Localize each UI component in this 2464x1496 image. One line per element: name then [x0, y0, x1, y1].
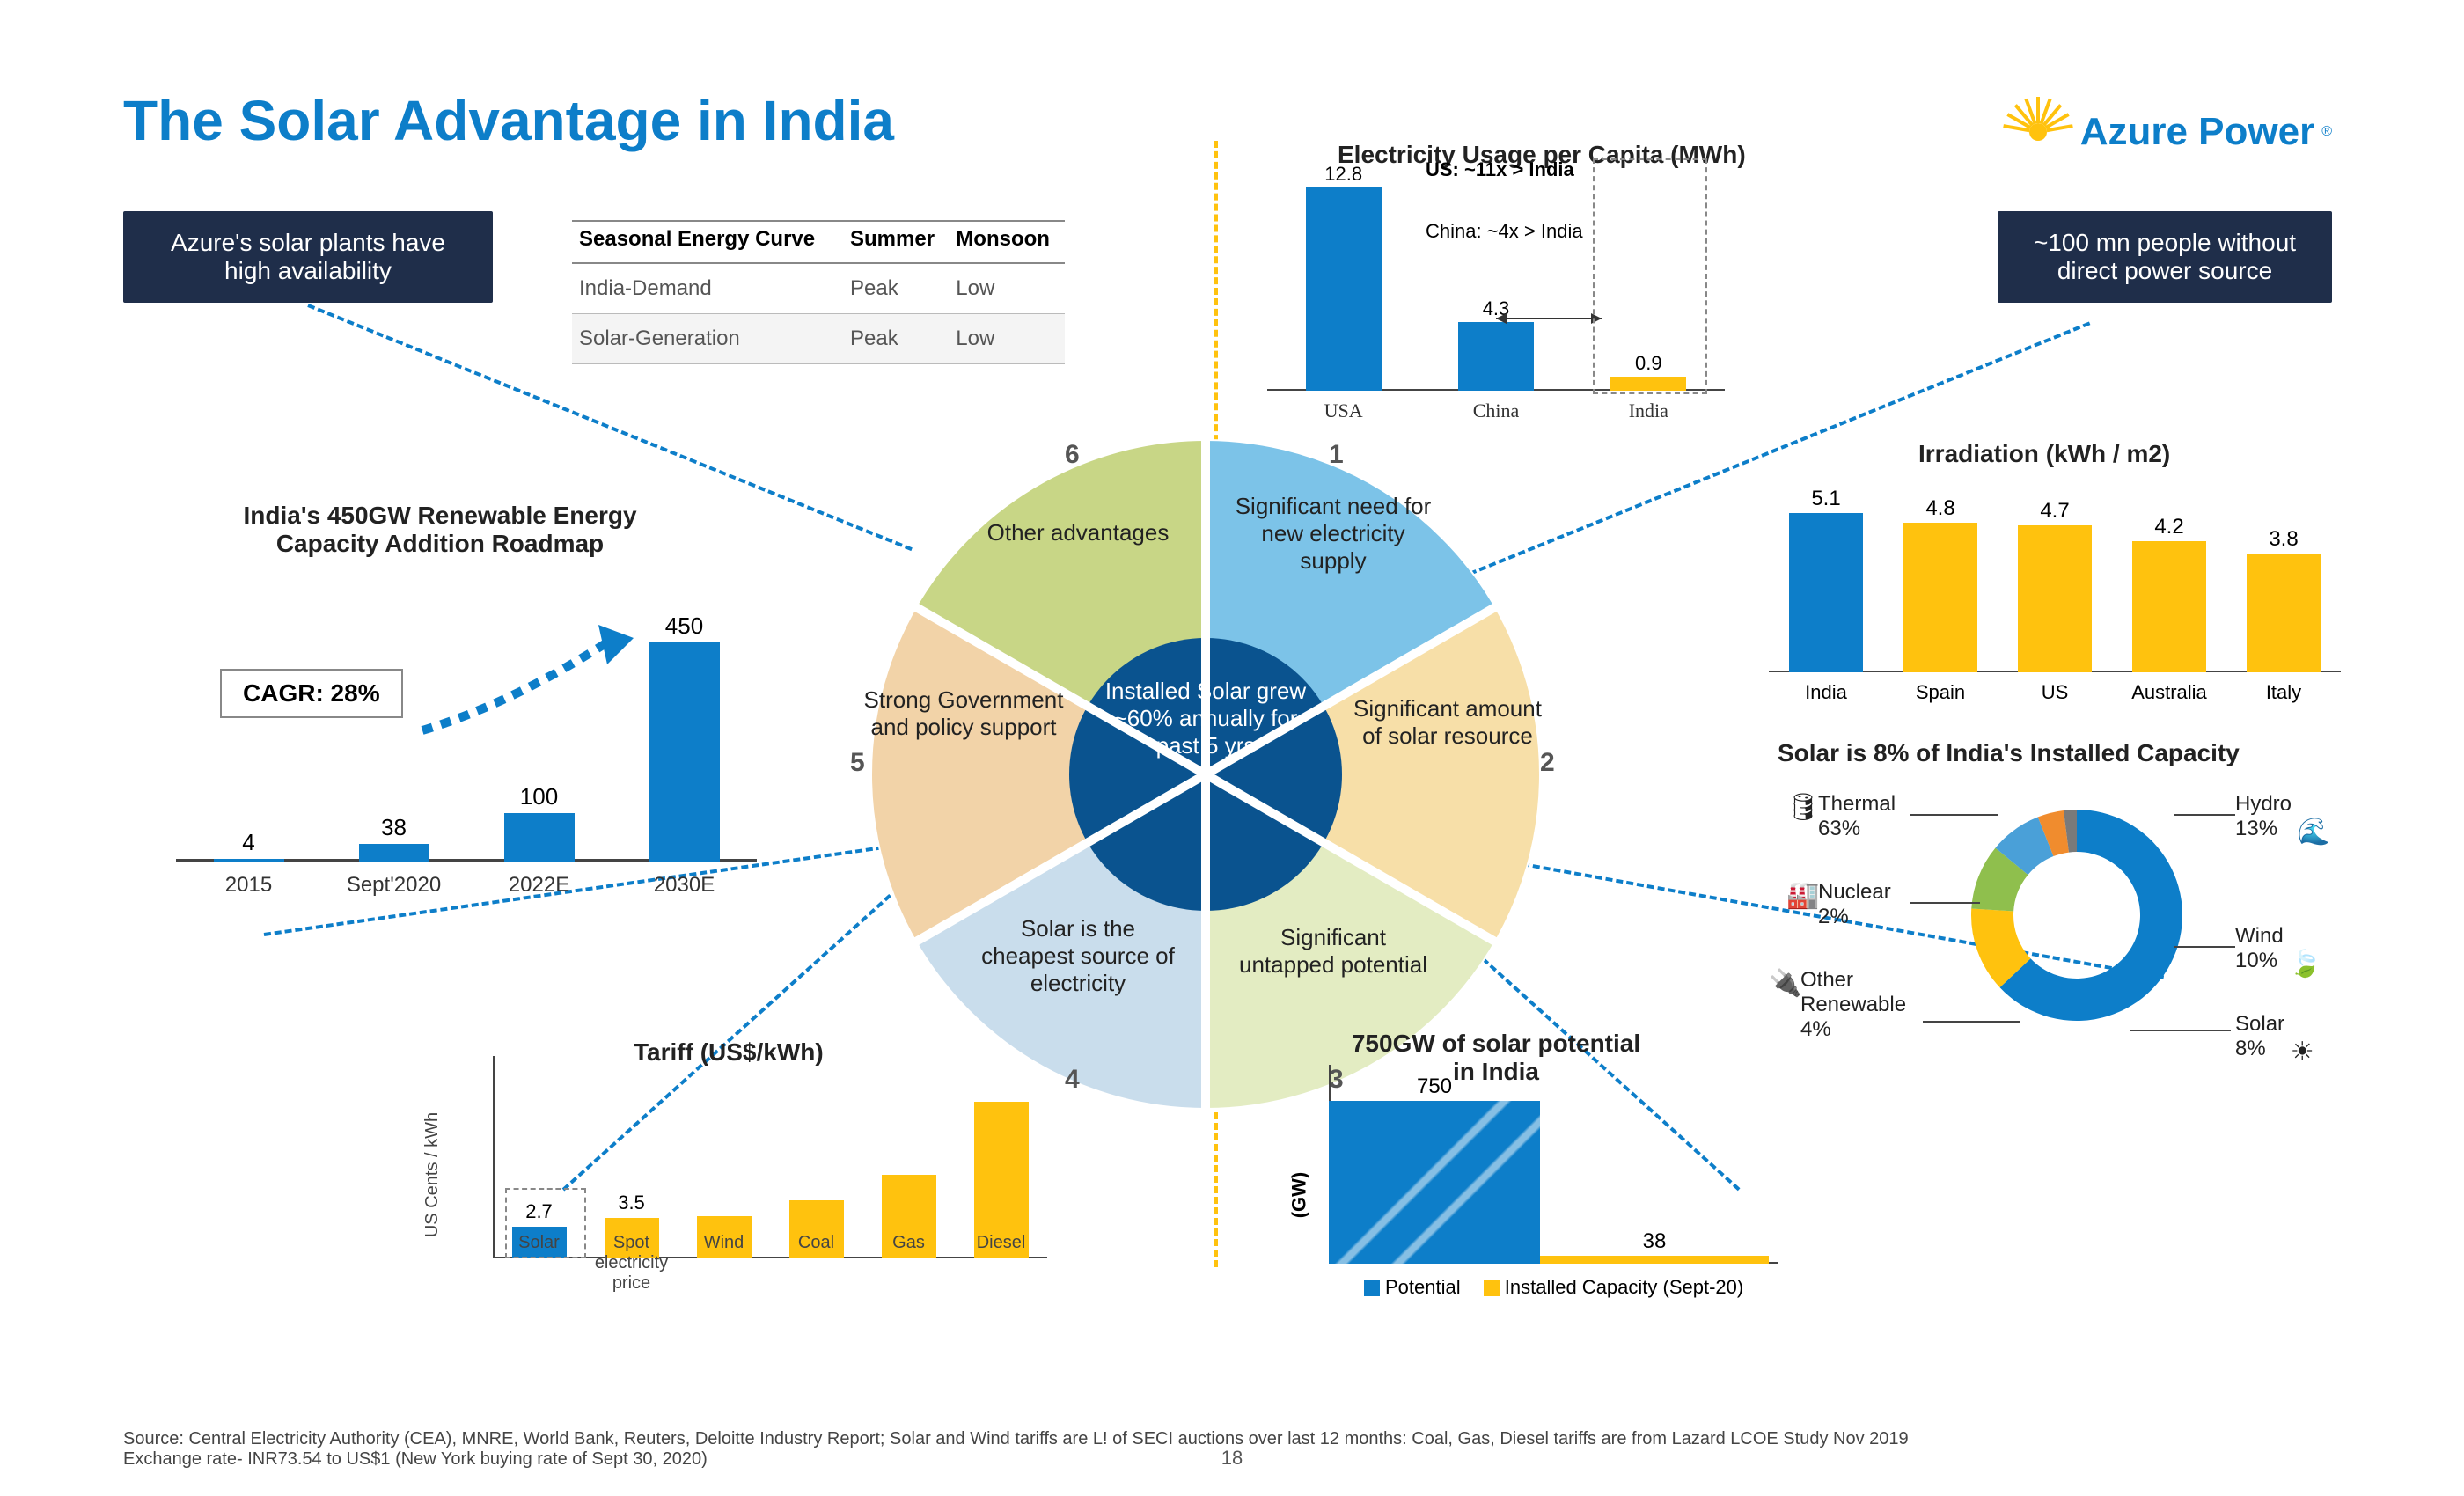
- thermal-icon: 🛢: [1786, 792, 1813, 818]
- bar: 450: [649, 642, 720, 862]
- wheel-slice-label: Significant untapped potential: [1232, 924, 1434, 979]
- roadmap-title: India's 450GW Renewable Energy Capacity …: [194, 502, 686, 558]
- bar: 4: [214, 859, 284, 862]
- wheel-slice-label: Strong Government and policy support: [862, 686, 1065, 741]
- table-cell: Peak: [843, 314, 949, 364]
- donut-label-solar: Solar 8% ☀: [2235, 1012, 2322, 1063]
- advantages-wheel: Installed Solar grew ~60% annually for p…: [845, 414, 1566, 1135]
- plug-icon: 🔌: [1769, 968, 1795, 994]
- bar: 12.8: [1306, 187, 1382, 391]
- wheel-slice-label: Solar is the cheapest source of electric…: [977, 915, 1179, 997]
- donut-label-thermal: 🛢Thermal 63%: [1786, 792, 1896, 841]
- sun-icon: [2003, 97, 2073, 167]
- bar: 100: [504, 813, 575, 862]
- donut-label-nuclear: 🏭Nuclear 2%: [1786, 880, 1891, 929]
- donut-label-hydro: Hydro 13% 🌊: [2235, 792, 2329, 843]
- capacity-mix-donut: 🛢Thermal 63% 🏭Nuclear 2% 🔌Other Renewabl…: [1742, 766, 2358, 1100]
- capacity-mix-title: Solar is 8% of India's Installed Capacit…: [1778, 739, 2240, 767]
- nuclear-icon: 🏭: [1786, 880, 1813, 906]
- table-header: Summer: [843, 221, 949, 263]
- callout-availability: Azure's solar plants have high availabil…: [123, 211, 493, 303]
- potential-chart: (GW) 75038 Potential Installed Capacity …: [1285, 1065, 1778, 1302]
- table-cell: Solar-Generation: [572, 314, 843, 364]
- logo-tm: ®: [2321, 124, 2332, 140]
- irradiation-title: Irradiation (kWh / m2): [1918, 440, 2170, 468]
- table-cell: Low: [949, 314, 1065, 364]
- table-header: Monsoon: [949, 221, 1065, 263]
- usage-chart: 12.84.30.9 USAChinaIndia US: ~11x > Indi…: [1267, 158, 1725, 422]
- hydro-icon: 🌊: [2298, 817, 2324, 843]
- wheel-slice-label: Significant need for new electricity sup…: [1232, 493, 1434, 575]
- tariff-ylabel: US Cents / kWh: [422, 1112, 443, 1237]
- page-number: 18: [1221, 1447, 1243, 1470]
- callout-power-access: ~100 mn people without direct power sour…: [1998, 211, 2332, 303]
- wheel-slice-label: Other advantages: [977, 519, 1179, 546]
- azure-power-logo: Azure Power ®: [2003, 97, 2332, 167]
- seasonal-energy-table: Seasonal Energy Curve Summer Monsoon Ind…: [572, 220, 1065, 364]
- bar: 750: [1329, 1101, 1540, 1264]
- usage-annot-us: US: ~11x > India: [1426, 158, 1574, 181]
- roadmap-chart: 438100450 2015Sept'20202022E2030E: [176, 590, 757, 898]
- potential-ylabel: (GW): [1287, 1172, 1310, 1219]
- bar: 38: [359, 844, 429, 862]
- solar-icon: ☀: [2291, 1037, 2317, 1063]
- wheel-slice-number: 6: [1065, 440, 1080, 470]
- donut-label-wind: Wind 10% 🍃: [2235, 924, 2321, 975]
- table-cell: Peak: [843, 263, 949, 314]
- bar: 38: [1540, 1256, 1769, 1264]
- wheel-slice-number: 4: [1065, 1065, 1080, 1095]
- wheel-slice-number: 1: [1329, 440, 1344, 470]
- wheel-slice-number: 5: [850, 748, 865, 778]
- wheel-slice-number: 2: [1540, 748, 1555, 778]
- table-header: Seasonal Energy Curve: [572, 221, 843, 263]
- donut-label-other: 🔌Other Renewable 4%: [1769, 968, 1906, 1042]
- bar: 4.8: [1903, 523, 1977, 672]
- irradiation-chart: 5.14.84.74.23.8 IndiaSpainUSAustraliaIta…: [1769, 475, 2341, 704]
- tariff-chart: US Cents / kWh 2.73.5 SolarSpotelectrici…: [458, 1056, 1047, 1294]
- bar: 3.8: [2247, 554, 2321, 672]
- bar: 4.2: [2132, 541, 2206, 672]
- potential-legend: Potential Installed Capacity (Sept-20): [1364, 1276, 1743, 1299]
- table-cell: India-Demand: [572, 263, 843, 314]
- wind-icon: 🍃: [2289, 949, 2315, 975]
- wheel-center-text: Installed Solar grew ~60% annually for p…: [1091, 678, 1320, 759]
- table-cell: Low: [949, 263, 1065, 314]
- wheel-slice-label: Significant amount of solar resource: [1346, 695, 1549, 750]
- bar: 4.7: [2018, 525, 2092, 672]
- usage-annot-china: China: ~4x > India: [1426, 220, 1583, 243]
- bar: 5.1: [1789, 513, 1863, 672]
- logo-text: Azure Power: [2080, 110, 2315, 154]
